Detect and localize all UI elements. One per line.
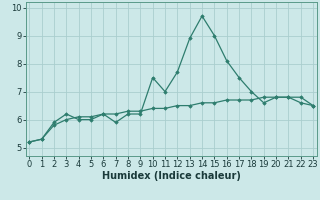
- X-axis label: Humidex (Indice chaleur): Humidex (Indice chaleur): [102, 171, 241, 181]
